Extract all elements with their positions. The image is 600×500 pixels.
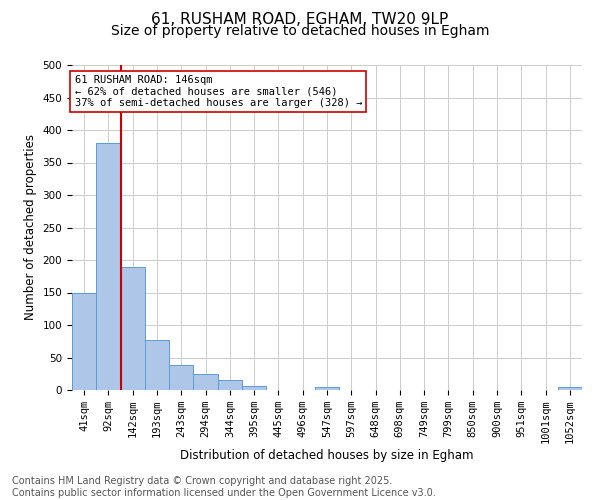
Bar xyxy=(315,387,339,390)
Y-axis label: Number of detached properties: Number of detached properties xyxy=(24,134,37,320)
X-axis label: Distribution of detached houses by size in Egham: Distribution of detached houses by size … xyxy=(180,449,474,462)
Bar xyxy=(145,340,169,390)
Text: Contains HM Land Registry data © Crown copyright and database right 2025.
Contai: Contains HM Land Registry data © Crown c… xyxy=(12,476,436,498)
Bar xyxy=(193,374,218,390)
Bar xyxy=(96,143,121,390)
Text: Size of property relative to detached houses in Egham: Size of property relative to detached ho… xyxy=(111,24,489,38)
Bar xyxy=(558,387,582,390)
Bar xyxy=(242,386,266,390)
Bar xyxy=(218,380,242,390)
Bar xyxy=(72,292,96,390)
Bar xyxy=(169,366,193,390)
Text: 61 RUSHAM ROAD: 146sqm
← 62% of detached houses are smaller (546)
37% of semi-de: 61 RUSHAM ROAD: 146sqm ← 62% of detached… xyxy=(74,74,362,108)
Text: 61, RUSHAM ROAD, EGHAM, TW20 9LP: 61, RUSHAM ROAD, EGHAM, TW20 9LP xyxy=(151,12,449,28)
Bar xyxy=(121,266,145,390)
